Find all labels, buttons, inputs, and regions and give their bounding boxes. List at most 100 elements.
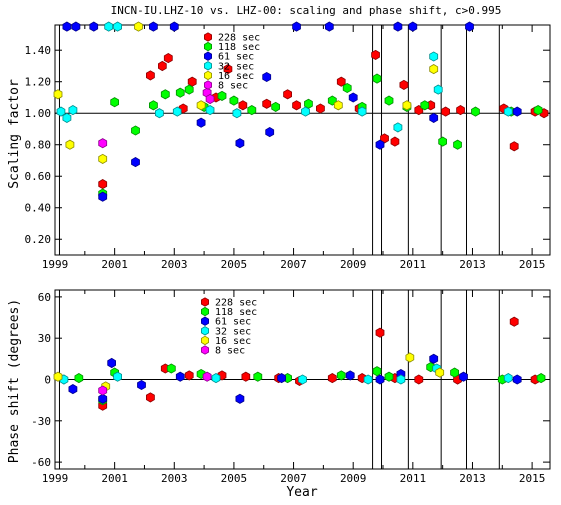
bottom-data-point bbox=[241, 371, 251, 382]
top-data-point bbox=[324, 21, 334, 32]
bottom-legend-label: 118 sec bbox=[215, 307, 257, 318]
bottom-data-point bbox=[459, 371, 468, 382]
bottom-data-point bbox=[384, 371, 394, 382]
top-data-point bbox=[169, 21, 179, 32]
top-legend-label: 118 sec bbox=[218, 42, 260, 53]
bottom-series-228-sec bbox=[98, 316, 540, 411]
bottom-series-8-sec bbox=[98, 371, 212, 396]
bottom-data-point bbox=[98, 393, 108, 404]
top-x-tick-label: 2003 bbox=[161, 258, 188, 271]
top-y-tick-label: 1.40 bbox=[25, 44, 52, 57]
bottom-y-tick-label: 60 bbox=[38, 291, 51, 304]
top-data-point bbox=[456, 105, 465, 116]
top-data-point bbox=[262, 71, 272, 83]
top-data-point bbox=[533, 105, 543, 116]
bottom-data-point bbox=[435, 367, 445, 378]
top-plot-marks: 1999 2001 2003 2005 2007 2009 2011 2013 2015 0.20… bbox=[25, 21, 550, 271]
bottom-data-point bbox=[396, 374, 406, 385]
bottom-data-point bbox=[298, 374, 307, 385]
top-data-point bbox=[65, 139, 75, 150]
bottom-data-point bbox=[509, 316, 519, 327]
bottom-data-point bbox=[235, 393, 245, 404]
top-data-point bbox=[348, 92, 358, 103]
top-data-point bbox=[333, 100, 343, 111]
top-data-point bbox=[163, 53, 173, 64]
bottom-data-point bbox=[429, 353, 439, 364]
top-data-point bbox=[184, 84, 194, 95]
top-x-tick-label: 2013 bbox=[459, 258, 486, 271]
top-data-point bbox=[98, 191, 108, 202]
top-data-point bbox=[375, 139, 385, 150]
bottom-x-tick-label: 2005 bbox=[221, 472, 248, 485]
bottom-data-point bbox=[53, 371, 63, 382]
bottom-data-point bbox=[253, 371, 263, 382]
top-data-point bbox=[89, 21, 99, 32]
chart-title: INCN-IU.LHZ-10 vs. LHZ-00: scaling and p… bbox=[111, 4, 502, 17]
top-data-point bbox=[509, 141, 519, 152]
top-data-point bbox=[154, 108, 164, 119]
top-data-point bbox=[98, 138, 108, 149]
top-data-point bbox=[301, 106, 310, 117]
top-legend-marker bbox=[203, 70, 213, 81]
top-y-tick-label: 0.60 bbox=[25, 170, 52, 183]
bottom-legend-label: 16 sec bbox=[215, 336, 251, 347]
top-data-point bbox=[172, 106, 182, 117]
top-data-point bbox=[217, 90, 227, 101]
bottom-data-point bbox=[166, 363, 176, 374]
top-series-228-sec bbox=[98, 49, 549, 190]
top-data-point bbox=[429, 64, 439, 75]
bottom-data-point bbox=[98, 385, 108, 396]
top-data-point bbox=[292, 100, 301, 111]
bottom-data-point bbox=[375, 327, 385, 338]
bottom-x-tick-label: 1999 bbox=[42, 472, 69, 485]
top-data-point bbox=[420, 100, 430, 111]
top-data-point bbox=[371, 49, 380, 60]
bottom-data-point bbox=[414, 374, 424, 385]
bottom-data-point bbox=[345, 370, 355, 381]
top-data-point bbox=[380, 133, 389, 144]
bottom-x-tick-label: 2011 bbox=[400, 472, 427, 485]
top-legend-label: 8 sec bbox=[218, 81, 248, 92]
top-data-point bbox=[98, 179, 108, 190]
bottom-x-tick-label: 2013 bbox=[459, 472, 486, 485]
top-y-tick-label: 0.20 bbox=[25, 233, 52, 246]
bottom-data-point bbox=[107, 357, 116, 369]
bottom-y-tick-label: 0 bbox=[44, 374, 51, 387]
top-data-point bbox=[393, 21, 403, 32]
top-data-point bbox=[342, 82, 352, 94]
bottom-data-point bbox=[113, 371, 122, 382]
top-data-point bbox=[283, 89, 293, 100]
top-data-point bbox=[315, 103, 325, 114]
top-data-point bbox=[160, 89, 170, 100]
top-legend-marker bbox=[203, 51, 213, 61]
bottom-data-point bbox=[375, 374, 385, 385]
top-x-tick-label: 1999 bbox=[42, 258, 69, 271]
top-data-point bbox=[131, 125, 140, 136]
bottom-legend-label: 61 sec bbox=[215, 317, 251, 328]
top-data-point bbox=[503, 106, 513, 117]
top-x-tick-label: 2015 bbox=[519, 258, 546, 271]
top-data-point bbox=[196, 100, 206, 111]
bottom-data-point bbox=[74, 373, 84, 384]
bottom-y-tick-label: -60 bbox=[31, 456, 51, 469]
bottom-legend-label: 8 sec bbox=[215, 346, 245, 357]
top-y-tick-label: 0.80 bbox=[25, 139, 52, 152]
top-data-point bbox=[148, 100, 158, 111]
top-data-point bbox=[265, 127, 275, 138]
top-series-32-sec bbox=[56, 21, 513, 133]
top-data-point bbox=[247, 105, 257, 116]
top-data-point bbox=[238, 100, 248, 111]
top-data-point bbox=[196, 117, 206, 128]
top-legend-marker bbox=[203, 41, 213, 52]
top-panel: INCN-IU.LHZ-10 vs. LHZ-00: scaling and p… bbox=[7, 4, 551, 271]
bottom-data-point bbox=[211, 373, 221, 384]
bottom-data-point bbox=[372, 366, 382, 377]
bottom-legend-marker bbox=[200, 335, 210, 346]
bottom-series-16-sec bbox=[53, 352, 445, 392]
top-data-point bbox=[131, 157, 140, 168]
bottom-data-point bbox=[327, 373, 337, 384]
top-data-point bbox=[157, 60, 167, 72]
top-data-point bbox=[110, 97, 119, 108]
top-data-point bbox=[62, 21, 72, 32]
